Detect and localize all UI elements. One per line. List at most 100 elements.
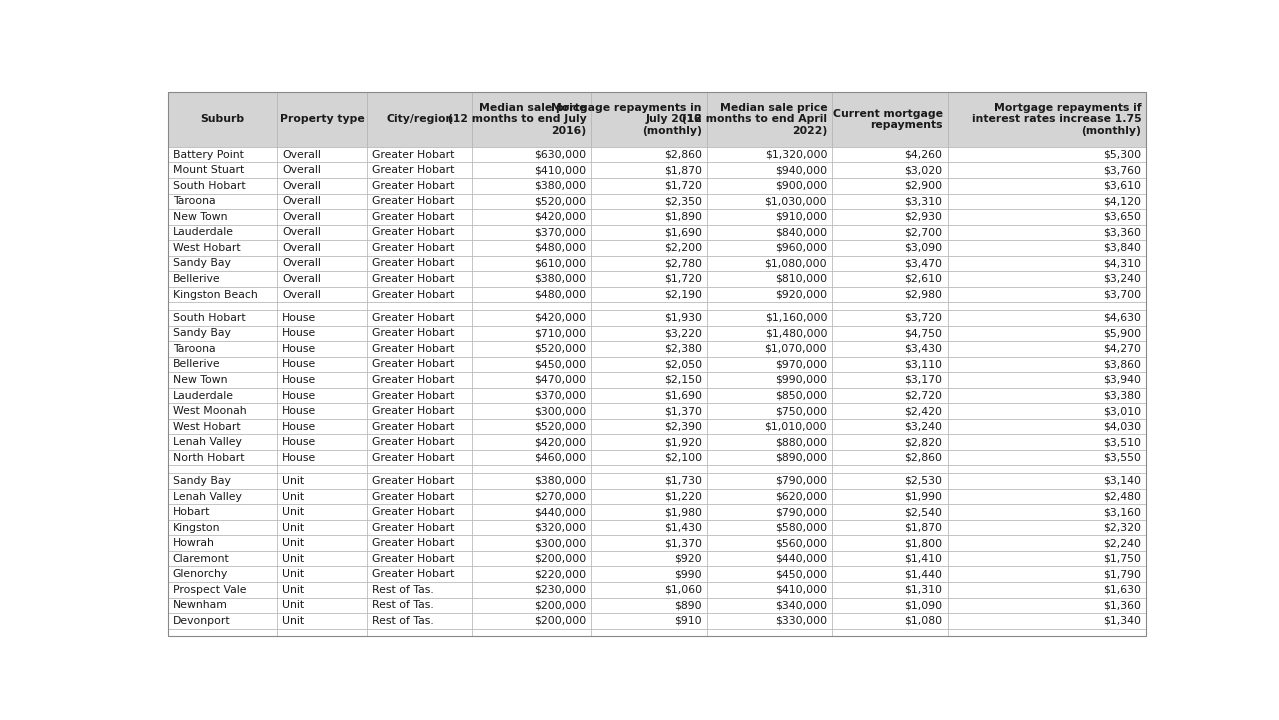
Bar <box>278 567 367 582</box>
Text: Rest of Tas.: Rest of Tas. <box>372 585 434 595</box>
Bar <box>168 567 278 582</box>
Bar <box>472 520 591 536</box>
Bar <box>948 551 1146 567</box>
Text: Newnham: Newnham <box>173 600 228 611</box>
Bar <box>591 403 707 419</box>
Bar <box>948 582 1146 598</box>
Text: Greater Hobart: Greater Hobart <box>372 328 455 338</box>
Text: $3,510: $3,510 <box>1104 437 1141 447</box>
Bar <box>948 403 1146 419</box>
Bar <box>707 147 833 163</box>
Bar <box>168 613 278 629</box>
Text: $520,000: $520,000 <box>535 344 587 354</box>
Text: $4,120: $4,120 <box>1104 197 1141 207</box>
Bar <box>707 256 833 271</box>
Bar <box>168 194 278 209</box>
Bar <box>707 209 833 225</box>
Text: $2,530: $2,530 <box>904 476 943 486</box>
Text: $1,410: $1,410 <box>904 554 943 564</box>
Text: Greater Hobart: Greater Hobart <box>372 243 455 253</box>
Bar <box>472 388 591 403</box>
Text: Unit: Unit <box>283 570 304 579</box>
Text: $460,000: $460,000 <box>535 453 587 463</box>
Bar <box>367 403 472 419</box>
Text: $1,220: $1,220 <box>664 492 702 502</box>
Bar <box>591 302 707 310</box>
Text: $1,030,000: $1,030,000 <box>765 197 828 207</box>
Bar <box>278 178 367 194</box>
Text: $2,480: $2,480 <box>1104 492 1141 502</box>
Bar <box>591 225 707 240</box>
Bar <box>367 582 472 598</box>
Text: $3,360: $3,360 <box>1104 228 1141 238</box>
Text: $230,000: $230,000 <box>535 585 587 595</box>
Bar <box>591 520 707 536</box>
Text: $2,900: $2,900 <box>904 181 943 191</box>
Text: Lauderdale: Lauderdale <box>173 228 234 238</box>
Bar <box>833 629 948 636</box>
Text: Mortgage repayments if
interest rates increase 1.75
(monthly): Mortgage repayments if interest rates in… <box>972 103 1141 136</box>
Bar <box>278 520 367 536</box>
Bar <box>367 388 472 403</box>
Text: City/region: City/region <box>386 114 453 125</box>
Text: Unit: Unit <box>283 600 304 611</box>
Bar <box>278 504 367 520</box>
Bar <box>833 465 948 473</box>
Bar <box>948 325 1146 341</box>
Text: $1,870: $1,870 <box>904 523 943 533</box>
Bar <box>278 372 367 388</box>
Bar <box>591 209 707 225</box>
Bar <box>472 629 591 636</box>
Bar <box>278 403 367 419</box>
Text: $3,720: $3,720 <box>904 312 943 323</box>
Text: Unit: Unit <box>283 554 304 564</box>
Bar <box>707 629 833 636</box>
Bar <box>367 567 472 582</box>
Bar <box>472 341 591 356</box>
Bar <box>367 504 472 520</box>
Text: $2,190: $2,190 <box>664 289 702 300</box>
Bar <box>168 434 278 450</box>
Text: $3,380: $3,380 <box>1104 390 1141 400</box>
Bar <box>707 225 833 240</box>
Bar <box>278 473 367 489</box>
Text: $1,070,000: $1,070,000 <box>765 344 828 354</box>
Text: House: House <box>283 422 317 431</box>
Bar <box>707 582 833 598</box>
Bar <box>707 613 833 629</box>
Bar <box>833 473 948 489</box>
Text: $370,000: $370,000 <box>535 390 587 400</box>
Bar <box>948 419 1146 434</box>
Bar <box>367 341 472 356</box>
Text: Howrah: Howrah <box>173 538 215 548</box>
Text: Greater Hobart: Greater Hobart <box>372 181 455 191</box>
Text: West Hobart: West Hobart <box>173 243 240 253</box>
Bar <box>591 465 707 473</box>
Bar <box>472 489 591 504</box>
Text: $990,000: $990,000 <box>775 375 828 385</box>
Bar <box>472 419 591 434</box>
Bar <box>367 225 472 240</box>
Text: Unit: Unit <box>283 476 304 486</box>
Bar <box>591 256 707 271</box>
Bar <box>278 325 367 341</box>
Bar <box>168 536 278 551</box>
Text: $2,390: $2,390 <box>664 422 702 431</box>
Text: $300,000: $300,000 <box>535 538 587 548</box>
Text: $990: $990 <box>674 570 702 579</box>
Bar <box>833 388 948 403</box>
Bar <box>707 473 833 489</box>
Text: Greater Hobart: Greater Hobart <box>372 422 455 431</box>
Bar <box>707 567 833 582</box>
Text: Sandy Bay: Sandy Bay <box>173 328 230 338</box>
Bar <box>472 194 591 209</box>
Text: North Hobart: North Hobart <box>173 453 244 463</box>
Text: $960,000: $960,000 <box>775 243 828 253</box>
Text: $1,730: $1,730 <box>664 476 702 486</box>
Bar <box>833 163 948 178</box>
Text: $890: $890 <box>674 600 702 611</box>
Bar <box>707 388 833 403</box>
Text: $2,720: $2,720 <box>904 390 943 400</box>
Bar <box>367 178 472 194</box>
Bar <box>948 356 1146 372</box>
